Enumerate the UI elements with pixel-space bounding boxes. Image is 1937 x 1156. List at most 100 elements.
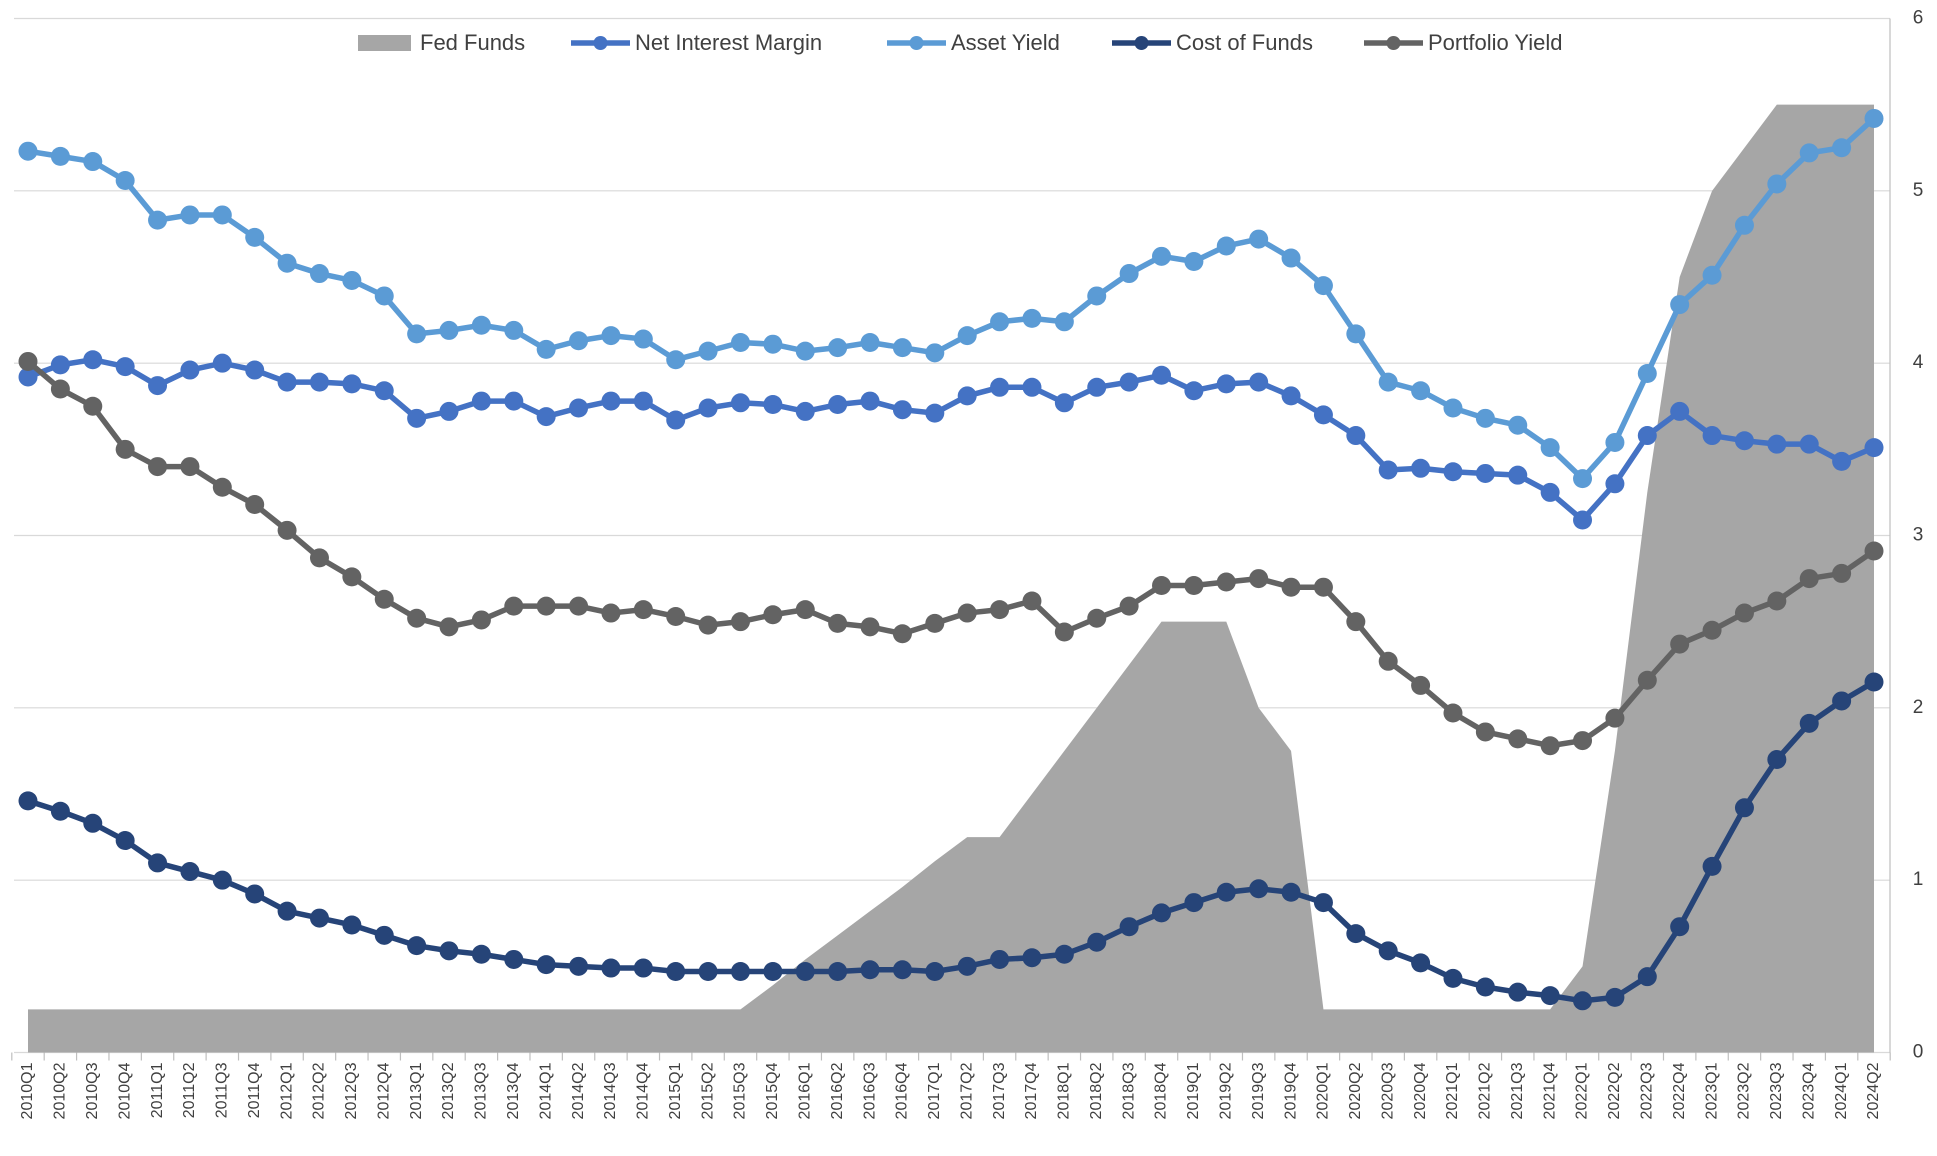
marker xyxy=(407,936,427,956)
marker xyxy=(1249,569,1269,589)
marker xyxy=(1475,408,1495,428)
marker xyxy=(471,944,491,964)
x-tick-label: 2023Q4 xyxy=(1800,1062,1817,1119)
marker xyxy=(698,962,718,982)
x-tick-label: 2021Q1 xyxy=(1444,1062,1461,1119)
marker xyxy=(1411,953,1431,973)
marker xyxy=(374,286,394,306)
x-tick-label: 2023Q2 xyxy=(1736,1062,1753,1119)
marker xyxy=(245,494,265,514)
marker xyxy=(1605,432,1625,452)
marker xyxy=(1475,722,1495,742)
x-tick-label: 2013Q2 xyxy=(440,1062,457,1119)
marker xyxy=(666,350,686,370)
marker xyxy=(828,338,848,358)
marker xyxy=(439,320,459,340)
marker xyxy=(1378,460,1398,480)
marker xyxy=(1605,474,1625,494)
marker xyxy=(471,315,491,335)
marker xyxy=(569,398,589,418)
marker xyxy=(860,332,880,352)
x-tick-label: 2021Q4 xyxy=(1541,1062,1558,1119)
marker xyxy=(277,901,297,921)
marker xyxy=(1864,108,1884,128)
marker xyxy=(439,401,459,421)
marker xyxy=(1767,434,1787,454)
marker xyxy=(1216,236,1236,256)
marker xyxy=(50,146,70,166)
marker xyxy=(1832,138,1852,158)
marker xyxy=(1216,374,1236,394)
marker xyxy=(1054,393,1074,413)
marker xyxy=(212,477,232,497)
x-tick-label: 2017Q2 xyxy=(958,1062,975,1119)
marker xyxy=(1152,575,1172,595)
marker xyxy=(860,391,880,411)
x-tick-label: 2024Q1 xyxy=(1833,1062,1850,1119)
marker xyxy=(50,355,70,375)
marker xyxy=(892,400,912,420)
marker xyxy=(1443,968,1463,988)
marker xyxy=(18,351,38,371)
y-tick-label: 4 xyxy=(1913,352,1924,373)
legend-label: Cost of Funds xyxy=(1176,30,1313,55)
marker xyxy=(892,338,912,358)
marker xyxy=(1540,736,1560,756)
x-tick-label: 2016Q1 xyxy=(796,1062,813,1119)
marker xyxy=(1670,917,1690,937)
x-tick-label: 2022Q3 xyxy=(1639,1062,1656,1119)
marker xyxy=(50,801,70,821)
marker xyxy=(1475,977,1495,997)
x-tick-label: 2019Q1 xyxy=(1185,1062,1202,1119)
x-tick-label: 2020Q1 xyxy=(1315,1062,1332,1119)
x-tick-label: 2014Q2 xyxy=(570,1062,587,1119)
marker xyxy=(1573,469,1593,489)
marker xyxy=(309,908,329,928)
marker xyxy=(1799,434,1819,454)
marker xyxy=(828,613,848,633)
marker xyxy=(504,320,524,340)
legend-label: Fed Funds xyxy=(420,30,525,55)
marker xyxy=(1832,563,1852,583)
marker xyxy=(407,608,427,628)
marker xyxy=(1119,264,1139,284)
marker xyxy=(1508,729,1528,749)
marker xyxy=(536,407,556,427)
marker xyxy=(245,884,265,904)
marker xyxy=(1734,431,1754,451)
marker xyxy=(1054,622,1074,642)
x-tick-label: 2012Q1 xyxy=(278,1062,295,1119)
x-tick-label: 2019Q3 xyxy=(1250,1062,1267,1119)
y-tick-label: 1 xyxy=(1913,869,1924,890)
marker xyxy=(990,312,1010,332)
marker xyxy=(536,955,556,975)
marker xyxy=(1734,798,1754,818)
marker xyxy=(212,353,232,373)
marker xyxy=(536,339,556,359)
x-tick-label: 2016Q2 xyxy=(829,1062,846,1119)
y-tick-label: 0 xyxy=(1913,1042,1924,1063)
x-tick-label: 2019Q4 xyxy=(1282,1062,1299,1119)
marker xyxy=(1346,612,1366,632)
x-tick-label: 2019Q2 xyxy=(1217,1062,1234,1119)
x-tick-label: 2017Q4 xyxy=(1023,1062,1040,1119)
marker xyxy=(1864,541,1884,561)
marker xyxy=(245,360,265,380)
marker xyxy=(115,439,135,459)
x-tick-label: 2018Q1 xyxy=(1056,1062,1073,1119)
line xyxy=(27,356,1876,523)
marker xyxy=(1670,295,1690,315)
marker xyxy=(115,831,135,851)
marker xyxy=(990,377,1010,397)
marker xyxy=(698,615,718,635)
marker xyxy=(1411,675,1431,695)
marker xyxy=(1508,982,1528,1002)
marker xyxy=(1443,398,1463,418)
marker xyxy=(957,956,977,976)
x-tick-label: 2012Q2 xyxy=(311,1062,328,1119)
x-tick-label: 2022Q4 xyxy=(1671,1062,1688,1119)
marker xyxy=(1573,731,1593,751)
marker xyxy=(212,870,232,890)
marker xyxy=(83,396,103,416)
line xyxy=(26,359,1876,749)
